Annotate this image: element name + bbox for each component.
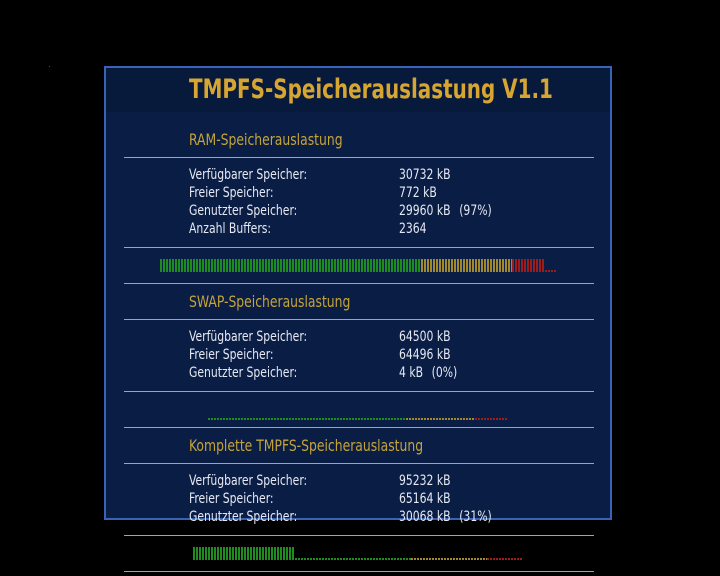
bar-used-segment	[193, 547, 295, 560]
total-available-value: 95232 kB	[399, 473, 451, 489]
ram-used-percent: (97%)	[459, 203, 492, 219]
bar-used-segment	[421, 259, 512, 272]
title-bar	[106, 68, 610, 112]
swap-free-label: Freier Speicher:	[189, 347, 274, 363]
ram-free-value: 772 kB	[399, 185, 437, 201]
bar-track-segment	[193, 558, 411, 560]
total-usage-bar	[193, 547, 523, 560]
divider	[124, 391, 594, 392]
bar-track-segment	[475, 418, 508, 420]
ram-buffers-label: Anzahl Buffers:	[189, 221, 272, 237]
bar-track-segment	[411, 558, 487, 560]
divider	[124, 571, 594, 572]
total-heading: Komplette TMPFS-Speicherauslastung	[189, 436, 424, 455]
swap-available-value: 64500 kB	[399, 329, 451, 345]
ram-heading: RAM-Speicherauslastung	[189, 130, 343, 149]
swap-used-value: 4 kB	[399, 365, 424, 381]
total-free-label: Freier Speicher:	[189, 491, 274, 507]
swap-used-percent: (0%)	[431, 365, 458, 381]
ram-usage-bar	[160, 259, 556, 272]
ram-available-label: Verfügbarer Speicher:	[189, 167, 308, 183]
divider	[124, 283, 594, 284]
divider	[124, 535, 594, 536]
total-available-label: Verfügbarer Speicher:	[189, 473, 308, 489]
ram-used-value: 29960 kB	[399, 203, 451, 219]
divider	[124, 247, 594, 248]
divider	[124, 157, 594, 158]
ram-buffers-value: 2364	[399, 221, 427, 237]
swap-free-value: 64496 kB	[399, 347, 451, 363]
total-used-value-row: 30068 kB (31%)	[399, 509, 492, 525]
divider	[124, 463, 594, 464]
swap-usage-bar	[208, 407, 508, 420]
ram-available-value: 30732 kB	[399, 167, 451, 183]
swap-available-label: Verfügbarer Speicher:	[189, 329, 308, 345]
divider	[124, 427, 594, 428]
bar-track-segment	[406, 418, 475, 420]
bar-track-segment	[487, 558, 523, 560]
total-free-value: 65164 kB	[399, 491, 451, 507]
swap-used-value-row: 4 kB (0%)	[399, 365, 457, 381]
total-used-value: 30068 kB	[399, 509, 451, 525]
ram-used-label: Genutzter Speicher:	[189, 203, 298, 219]
swap-used-label: Genutzter Speicher:	[189, 365, 298, 381]
main-panel	[104, 66, 612, 520]
ram-free-label: Freier Speicher:	[189, 185, 274, 201]
bar-used-segment	[512, 259, 544, 272]
stray-pixel	[49, 66, 50, 67]
ram-used-value-row: 29960 kB (97%)	[399, 203, 492, 219]
swap-heading: SWAP-Speicherauslastung	[189, 292, 351, 311]
total-used-percent: (31%)	[459, 509, 492, 525]
divider	[124, 319, 594, 320]
bar-used-segment	[160, 259, 421, 272]
total-used-label: Genutzter Speicher:	[189, 509, 298, 525]
bar-track-segment	[208, 418, 406, 420]
page-title: TMPFS-Speicherauslastung V1.1	[189, 74, 553, 105]
